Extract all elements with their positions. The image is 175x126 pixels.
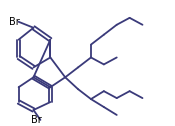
Text: Br: Br bbox=[9, 17, 19, 27]
Text: Br: Br bbox=[30, 115, 41, 125]
